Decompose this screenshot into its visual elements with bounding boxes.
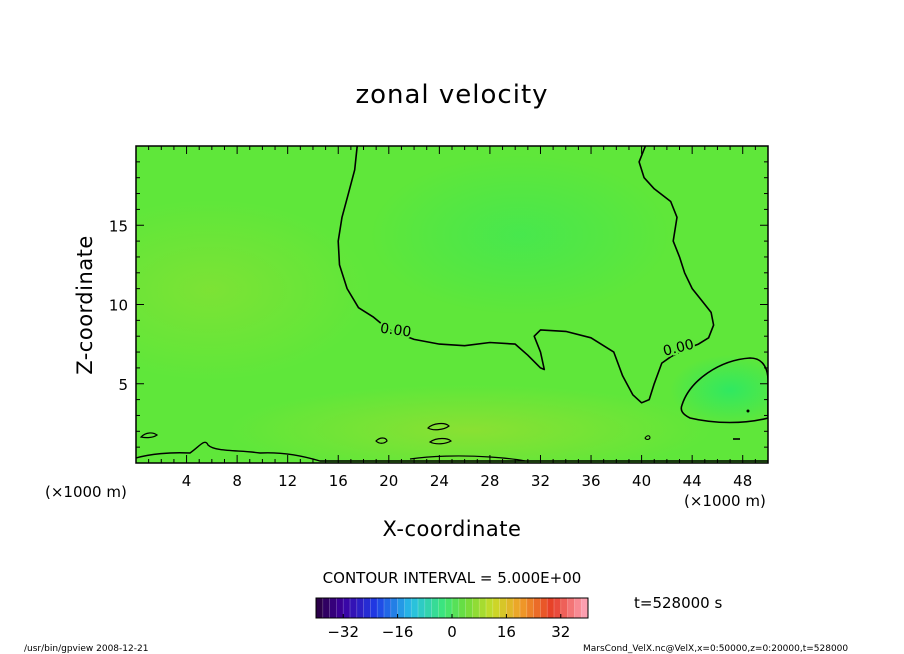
colorbar-cell [329, 598, 337, 618]
colorbar-cell [363, 598, 371, 618]
footer-right: MarsCond_VelX.nc@VelX,x=0:50000,z=0:2000… [583, 644, 848, 654]
field-blob-positive-left [136, 200, 370, 380]
x-axis-label: X-coordinate [383, 517, 522, 541]
contour-bottom-band [136, 441, 768, 462]
plot-area [136, 146, 768, 463]
colorbar-tick-label: 16 [497, 623, 516, 641]
colorbar-cell [581, 598, 589, 618]
contour-small-left [139, 432, 159, 439]
colorbar-cell [356, 598, 364, 618]
colorbar-cell [404, 598, 412, 618]
colorbar-cell [506, 598, 514, 618]
colorbar-cell [533, 598, 541, 618]
x-tick-label: 20 [379, 472, 398, 490]
contour-small-2 [428, 437, 452, 445]
colorbar-cell [316, 598, 324, 618]
colorbar-cell [560, 598, 568, 618]
colorbar-cell [438, 598, 446, 618]
chart-title: zonal velocity [355, 80, 548, 110]
colorbar-cell [336, 598, 344, 618]
y-tick-label: 5 [118, 376, 128, 394]
colorbar [315, 598, 589, 618]
colorbar-cell [424, 598, 432, 618]
x-tick-label: 48 [733, 472, 752, 490]
colorbar-cell [540, 598, 548, 618]
contour-small-1 [427, 422, 450, 431]
y-ticks: 5 10 15 [109, 145, 768, 464]
field-blob-negative-right [670, 355, 768, 425]
colorbar-cell [370, 598, 378, 618]
x-tick-label: 44 [683, 472, 702, 490]
contour-interval: CONTOUR INTERVAL = 5.000E+00 [323, 569, 582, 587]
colorbar-cell [465, 598, 473, 618]
colorbar-cell [499, 598, 507, 618]
colorbar-cell [343, 598, 351, 618]
x-tick-label: 36 [581, 472, 600, 490]
colorbar-cell [384, 598, 392, 618]
colorbar-cell [377, 598, 385, 618]
x-tick-label: 8 [232, 472, 242, 490]
colorbar-cell [486, 598, 494, 618]
colorbar-tick-label: 0 [447, 623, 457, 641]
colorbar-cell [458, 598, 466, 618]
colorbar-cell [397, 598, 405, 618]
contour-small-3 [375, 437, 388, 444]
colorbar-cell [431, 598, 439, 618]
colorbar-tick-label: 32 [551, 623, 570, 641]
colorbar-cell [567, 598, 575, 618]
colorbar-cell [445, 598, 453, 618]
contour-small-4 [644, 435, 651, 440]
y-axis-label: Z-coordinate [73, 235, 97, 375]
colorbar-cell [418, 598, 426, 618]
time-label: t=528000 s [634, 594, 722, 612]
x-units-left: (×1000 m) [45, 483, 127, 501]
colorbar-cell [350, 598, 358, 618]
colorbar-cell [526, 598, 534, 618]
x-tick-label: 32 [531, 472, 550, 490]
colorbar-ticks: −32 −16 0 16 32 [327, 614, 570, 641]
field-blob-positive-bottom [230, 385, 710, 463]
y-tick-label: 10 [109, 297, 128, 315]
footer-left: /usr/bin/gpview 2008-12-21 [24, 644, 148, 654]
x-tick-label: 16 [329, 472, 348, 490]
colorbar-cell [479, 598, 487, 618]
colorbar-cell [492, 598, 500, 618]
x-tick-label: 24 [430, 472, 449, 490]
field-blob-negative-top [370, 155, 670, 315]
y-tick-label: 15 [109, 217, 128, 235]
colorbar-cell [472, 598, 480, 618]
colorbar-cell [390, 598, 398, 618]
y-units-right: (×1000 m) [684, 492, 766, 510]
colorbar-cell [322, 598, 330, 618]
colorbar-tick-label: −16 [382, 623, 414, 641]
contour-closed-right [680, 357, 768, 424]
contour-zero-main [337, 146, 715, 404]
colorbar-tick-label: −32 [327, 623, 359, 641]
x-tick-label: 4 [182, 472, 192, 490]
colorbar-cell [574, 598, 582, 618]
x-tick-label: 28 [480, 472, 499, 490]
colorbar-cell [547, 598, 555, 618]
x-tick-label: 12 [278, 472, 297, 490]
contour-dot [746, 409, 750, 413]
x-ticks: 4 8 12 16 20 24 28 32 36 40 44 48 [135, 146, 769, 490]
x-tick-label: 40 [632, 472, 651, 490]
colorbar-cell [520, 598, 528, 618]
colorbar-cell [513, 598, 521, 618]
colorbar-cell [554, 598, 562, 618]
colorbar-cell [452, 598, 460, 618]
colorbar-cell [411, 598, 419, 618]
